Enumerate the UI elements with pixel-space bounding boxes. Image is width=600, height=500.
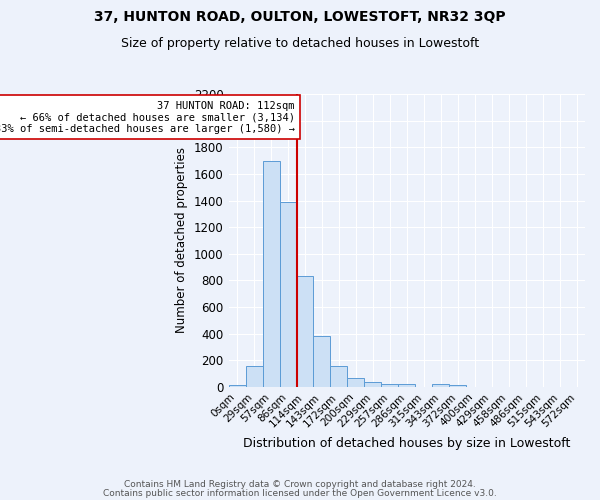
Bar: [245, 366, 263, 387]
Bar: [313, 336, 331, 387]
Text: Contains public sector information licensed under the Open Government Licence v3: Contains public sector information licen…: [103, 488, 497, 498]
Text: Contains HM Land Registry data © Crown copyright and database right 2024.: Contains HM Land Registry data © Crown c…: [124, 480, 476, 489]
Text: 37, HUNTON ROAD, OULTON, LOWESTOFT, NR32 3QP: 37, HUNTON ROAD, OULTON, LOWESTOFT, NR32…: [94, 10, 506, 24]
Text: Size of property relative to detached houses in Lowestoft: Size of property relative to detached ho…: [121, 38, 479, 51]
Bar: [280, 202, 296, 387]
Bar: [347, 378, 364, 387]
X-axis label: Distribution of detached houses by size in Lowestoft: Distribution of detached houses by size …: [243, 437, 571, 450]
Bar: [382, 384, 398, 387]
Text: 37 HUNTON ROAD: 112sqm
← 66% of detached houses are smaller (3,134)
33% of semi-: 37 HUNTON ROAD: 112sqm ← 66% of detached…: [0, 100, 295, 134]
Bar: [449, 385, 466, 387]
Bar: [296, 276, 313, 387]
Bar: [364, 382, 382, 387]
Bar: [263, 160, 280, 387]
Bar: [398, 384, 415, 387]
Bar: [432, 384, 449, 387]
Bar: [229, 385, 245, 387]
Bar: [331, 366, 347, 387]
Y-axis label: Number of detached properties: Number of detached properties: [175, 148, 188, 334]
